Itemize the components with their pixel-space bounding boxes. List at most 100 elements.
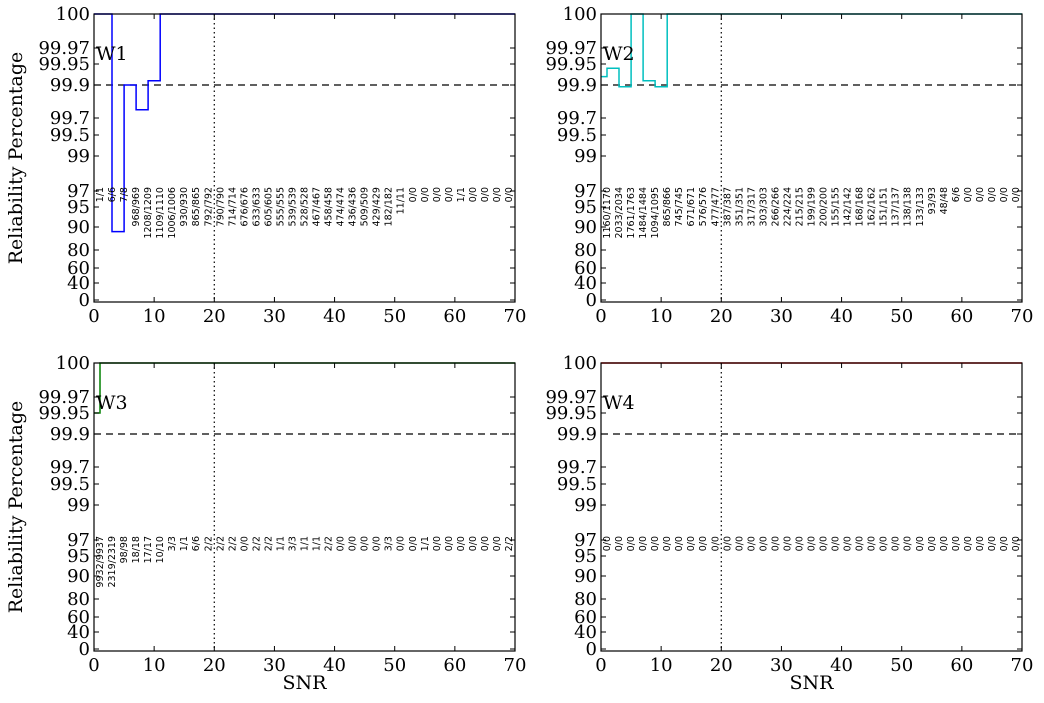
count-label: 182/182 bbox=[384, 187, 395, 226]
count-label: 1484/1484 bbox=[638, 187, 649, 239]
count-label: 1/1 bbox=[275, 536, 286, 551]
count-label: 2/2 bbox=[227, 536, 238, 551]
count-label: 1109/1110 bbox=[155, 187, 166, 239]
x-axis-label: SNR bbox=[790, 672, 835, 694]
count-label: 0/0 bbox=[722, 536, 733, 551]
y-tick-label: 80 bbox=[67, 589, 90, 610]
count-label: 0/0 bbox=[855, 536, 866, 551]
x-tick-label: 0 bbox=[595, 655, 606, 676]
count-label: 199/199 bbox=[807, 187, 818, 226]
x-tick-label: 10 bbox=[143, 306, 166, 327]
y-tick-label: 99.7 bbox=[50, 457, 90, 478]
count-label: 1208/1209 bbox=[143, 187, 154, 239]
y-axis-label: Reliability Percentage bbox=[5, 52, 27, 265]
panel-w2: 1160/1170 2033/2034 1761/1763 1484/1484 1094… bbox=[545, 4, 1033, 327]
count-label: 7/8 bbox=[119, 187, 130, 202]
y-tick-label: 90 bbox=[574, 566, 597, 587]
count-label: 0/0 bbox=[999, 187, 1010, 202]
y-tick-label: 100 bbox=[56, 353, 90, 374]
count-label: 2319/2319 bbox=[107, 536, 118, 588]
count-label: 93/93 bbox=[927, 187, 938, 214]
count-label: 3/3 bbox=[288, 536, 299, 551]
count-label: 1160/1170 bbox=[602, 187, 613, 239]
count-label: 0/0 bbox=[770, 536, 781, 551]
y-tick-label: 80 bbox=[67, 240, 90, 261]
y-tick-label: 60 bbox=[67, 607, 90, 628]
count-label: 0/0 bbox=[662, 536, 673, 551]
y-tick-label: 99 bbox=[574, 146, 597, 167]
count-label: 266/266 bbox=[770, 187, 781, 226]
x-tick-label: 40 bbox=[830, 306, 853, 327]
y-tick-label: 99.95 bbox=[545, 54, 597, 75]
count-label: 351/351 bbox=[734, 187, 745, 226]
count-label: 0/0 bbox=[903, 536, 914, 551]
count-label: 1/1 bbox=[179, 536, 190, 551]
y-tick-label: 99.9 bbox=[50, 424, 90, 445]
count-label: 865/865 bbox=[191, 187, 202, 226]
count-label: 0/0 bbox=[951, 536, 962, 551]
y-tick-label: 99.97 bbox=[38, 38, 90, 59]
count-label: 0/0 bbox=[686, 536, 697, 551]
count-label: 930/930 bbox=[179, 187, 190, 226]
count-label: 0/0 bbox=[963, 536, 974, 551]
y-tick-label: 99 bbox=[67, 495, 90, 516]
y-tick-label: 60 bbox=[574, 258, 597, 279]
count-label: 458/458 bbox=[324, 187, 335, 226]
count-label: 0/0 bbox=[734, 536, 745, 551]
count-label: 151/151 bbox=[879, 187, 890, 226]
count-label: 474/474 bbox=[336, 187, 347, 226]
x-tick-label: 40 bbox=[830, 655, 853, 676]
count-label: 0/0 bbox=[432, 187, 443, 202]
y-tick-label: 100 bbox=[563, 353, 597, 374]
count-label: 792/792 bbox=[203, 187, 214, 226]
count-label: 2/2 bbox=[324, 536, 335, 551]
x-tick-label: 10 bbox=[650, 655, 673, 676]
count-label: 0/0 bbox=[348, 536, 359, 551]
count-label: 0/0 bbox=[372, 536, 383, 551]
y-tick-label: 100 bbox=[563, 4, 597, 25]
count-label: 671/671 bbox=[686, 187, 697, 226]
y-tick-label: 99.5 bbox=[50, 125, 90, 146]
count-label: 2/2 bbox=[263, 536, 274, 551]
count-label: 98/98 bbox=[119, 536, 130, 563]
count-label: 0/0 bbox=[444, 536, 455, 551]
count-label: 0/0 bbox=[626, 536, 637, 551]
y-tick-label: 40 bbox=[67, 273, 90, 294]
count-label: 0/0 bbox=[1011, 187, 1022, 202]
count-label: 745/745 bbox=[674, 187, 685, 226]
y-tick-label: 60 bbox=[574, 607, 597, 628]
x-tick-label: 30 bbox=[770, 655, 793, 676]
count-label: 0/0 bbox=[602, 536, 613, 551]
count-label: 1/1 bbox=[300, 536, 311, 551]
count-label: 1094/1095 bbox=[650, 187, 661, 239]
y-tick-label: 97 bbox=[574, 181, 597, 202]
x-tick-label: 10 bbox=[650, 306, 673, 327]
count-label: 0/0 bbox=[492, 187, 503, 202]
count-label: 0/0 bbox=[927, 536, 938, 551]
count-label: 429/429 bbox=[372, 187, 383, 226]
count-label: 0/0 bbox=[746, 536, 757, 551]
count-label: 0/0 bbox=[758, 536, 769, 551]
x-tick-label: 60 bbox=[443, 306, 466, 327]
count-label: 317/317 bbox=[746, 187, 757, 226]
y-tick-label: 0 bbox=[79, 639, 90, 660]
count-label: 0/0 bbox=[915, 536, 926, 551]
count-label: 303/303 bbox=[758, 187, 769, 226]
x-tick-label: 50 bbox=[383, 306, 406, 327]
count-label: 6/6 bbox=[107, 187, 118, 202]
count-label: 11/11 bbox=[396, 187, 407, 214]
y-tick-label: 97 bbox=[67, 530, 90, 551]
count-label: 0/0 bbox=[999, 536, 1010, 551]
count-label: 142/142 bbox=[843, 187, 854, 226]
count-label: 1/1 bbox=[95, 187, 106, 202]
y-tick-label: 90 bbox=[574, 217, 597, 238]
x-tick-label: 30 bbox=[263, 306, 286, 327]
y-tick-label: 95 bbox=[574, 546, 597, 567]
y-tick-label: 95 bbox=[67, 197, 90, 218]
count-label: 0/0 bbox=[819, 536, 830, 551]
x-tick-label: 10 bbox=[143, 655, 166, 676]
count-label: 555/555 bbox=[275, 187, 286, 226]
count-label: 0/0 bbox=[843, 536, 854, 551]
x-axis-label: SNR bbox=[283, 672, 328, 694]
y-tick-label: 99.97 bbox=[545, 38, 597, 59]
